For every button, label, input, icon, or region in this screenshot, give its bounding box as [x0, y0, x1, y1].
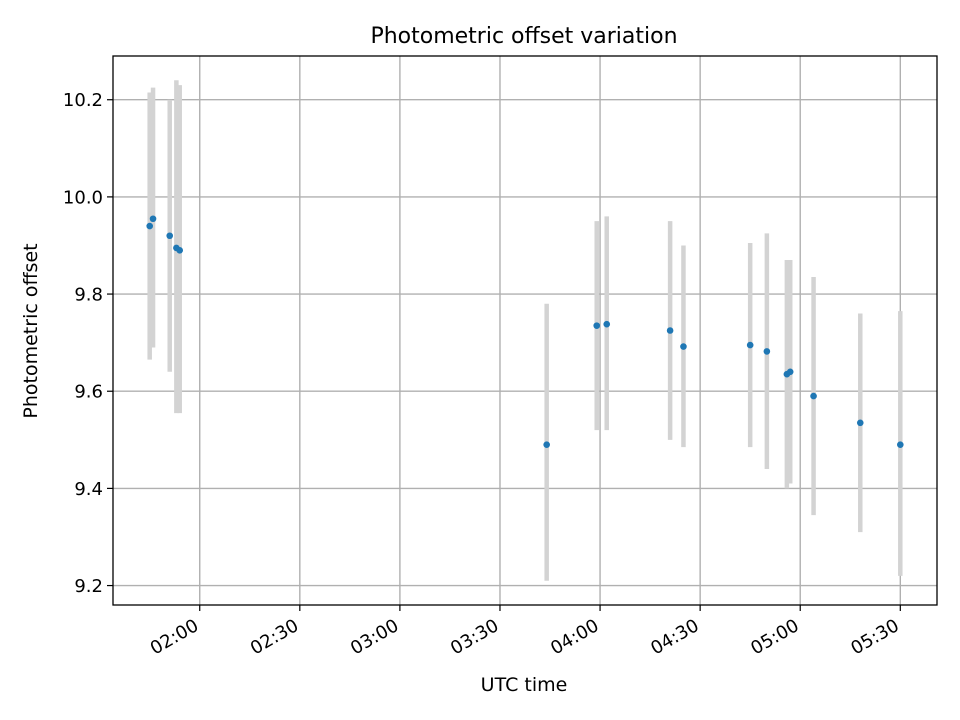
plot-area: [112, 55, 938, 606]
error-bars: [147, 80, 903, 581]
data-point: [149, 215, 157, 223]
data-point: [666, 327, 674, 334]
y-tick-label: 9.2: [74, 576, 103, 597]
y-tick-label: 9.6: [74, 382, 103, 403]
data-point: [146, 222, 153, 230]
y-tick-label: 10.0: [63, 187, 103, 208]
x-tick-label: 04:30: [647, 615, 702, 659]
data-point: [763, 348, 771, 355]
data-point: [166, 232, 174, 240]
x-tick-label: 03:00: [347, 615, 402, 659]
data-point: [543, 441, 550, 448]
data-point: [786, 368, 794, 376]
y-axis-label: Photometric offset: [20, 243, 42, 418]
x-tick-label: 04:00: [547, 615, 602, 659]
y-tick-label: 10.2: [63, 90, 103, 111]
data-point: [897, 441, 904, 448]
data-point: [746, 341, 754, 349]
x-tick-label: 03:30: [447, 615, 502, 659]
grid: [113, 56, 937, 605]
data-point: [603, 320, 611, 328]
data-point: [593, 322, 601, 329]
x-tick-label: 02:30: [247, 615, 302, 659]
x-axis-label: UTC time: [481, 674, 568, 696]
data-point: [176, 247, 184, 254]
data-point: [856, 419, 864, 427]
y-tick-label: 9.4: [74, 479, 103, 500]
data-points: [146, 215, 904, 448]
x-tick-label: 05:00: [747, 615, 802, 659]
chart-title: Photometric offset variation: [370, 24, 677, 49]
y-tick-label: 9.8: [74, 285, 103, 306]
y-axis-ticks: 9.2 9.4 9.6 9.8 10.0 10.2: [63, 90, 113, 597]
x-tick-label: 05:30: [847, 615, 902, 659]
x-tick-label: 02:00: [147, 615, 202, 659]
x-axis-ticks: 02:00 02:30 03:00 03:30 04:00 04:30 05:00 05:30: [147, 605, 903, 659]
data-point: [680, 343, 687, 350]
data-point: [810, 392, 817, 400]
